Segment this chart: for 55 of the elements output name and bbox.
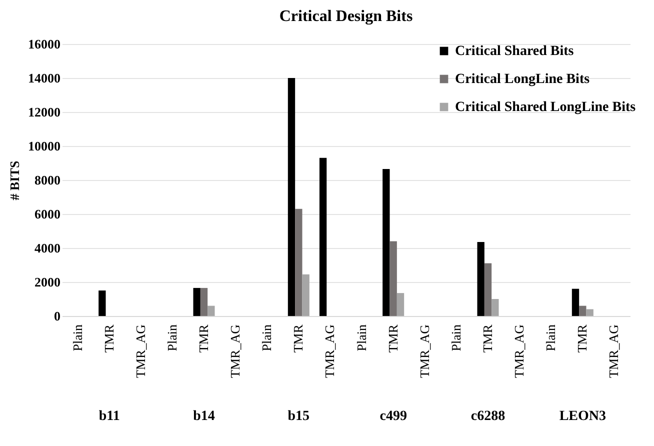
- legend-label: Critical Shared LongLine Bits: [455, 100, 636, 115]
- x-tick-label: TMR_AG: [606, 324, 622, 378]
- x-tick-label: TMR: [101, 324, 116, 353]
- bar: [302, 274, 310, 316]
- y-tick-label: 0: [54, 308, 60, 324]
- y-tick-label: 14000: [28, 70, 60, 86]
- bar: [579, 306, 586, 316]
- bar: [200, 288, 208, 316]
- legend-label: Critical LongLine Bits: [455, 72, 590, 87]
- bar: [98, 290, 106, 316]
- x-tick-label: TMR: [196, 324, 211, 353]
- text: b14: [193, 409, 215, 424]
- y-axis-title: # BITS: [7, 160, 22, 200]
- text: b15: [288, 409, 310, 424]
- x-tick-label: Plain: [354, 324, 369, 352]
- x-tick-label: TMR: [480, 324, 495, 353]
- bar: [382, 168, 390, 316]
- y-tick-label: 6000: [34, 206, 60, 222]
- bar: [484, 263, 492, 316]
- x-tick-label: TMR: [574, 324, 590, 353]
- x-tick-label: TMR_AG: [416, 324, 432, 378]
- x-tick-label: TMR_AG: [132, 324, 148, 378]
- legend-label: Critical Shared Bits: [455, 44, 574, 59]
- x-tick-label: TMR_AG: [228, 324, 243, 378]
- y-tick-label: 10000: [28, 138, 60, 154]
- bar: [295, 208, 302, 316]
- text: LEON3: [559, 409, 606, 424]
- chart-title: Critical Design Bits: [279, 8, 413, 25]
- x-tick-label: Plain: [259, 324, 274, 352]
- y-tick-label: 16000: [28, 36, 60, 52]
- y-tick-label: 4000: [34, 240, 60, 256]
- x-tick-label: TMR_AG: [512, 324, 527, 378]
- text: b11: [98, 409, 120, 424]
- x-tick-label: TMR: [290, 324, 306, 353]
- text: c6288: [470, 409, 506, 424]
- x-tick-label: Plain: [543, 324, 558, 352]
- x-tick-label: TMR: [385, 324, 400, 353]
- y-tick-label: 2000: [34, 274, 60, 290]
- bar: [396, 293, 404, 316]
- y-tick-label: 8000: [34, 172, 60, 188]
- bar: [477, 242, 484, 316]
- bar: [193, 288, 200, 316]
- bar: [390, 241, 397, 316]
- bar: [288, 78, 296, 316]
- bar: [319, 158, 327, 316]
- bar: [572, 288, 580, 316]
- x-tick-label: Plain: [448, 324, 464, 352]
- bar: [208, 306, 215, 316]
- bar: [492, 299, 499, 316]
- x-tick-label: TMR_AG: [322, 324, 338, 378]
- x-tick-label: Plain: [70, 324, 85, 352]
- y-tick-label: 12000: [28, 104, 60, 120]
- text: c499: [380, 409, 407, 424]
- x-tick-label: Plain: [164, 324, 180, 352]
- bar: [586, 309, 594, 316]
